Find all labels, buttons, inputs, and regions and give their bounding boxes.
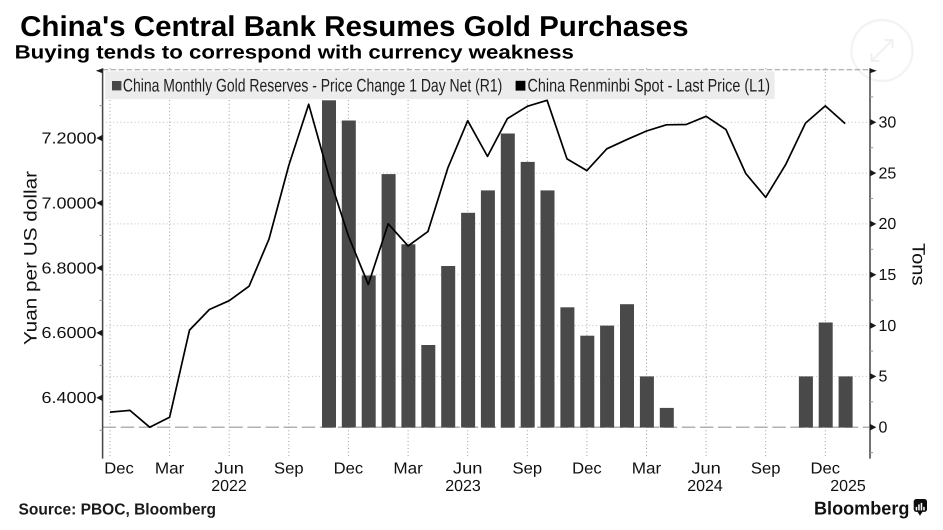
svg-text:Buying tends to correspond wit: Buying tends to correspond with currency… bbox=[15, 42, 574, 63]
svg-text:0: 0 bbox=[879, 420, 888, 437]
svg-text:Dec: Dec bbox=[334, 461, 364, 478]
svg-text:Dec: Dec bbox=[104, 461, 134, 478]
svg-text:30: 30 bbox=[879, 115, 897, 132]
svg-text:2022: 2022 bbox=[211, 478, 247, 495]
svg-text:Tons: Tons bbox=[909, 243, 929, 286]
svg-text:Mar: Mar bbox=[632, 461, 662, 478]
svg-text:6.4000: 6.4000 bbox=[42, 390, 97, 407]
svg-text:Yuan per US dollar: Yuan per US dollar bbox=[21, 171, 41, 345]
svg-text:7.0000: 7.0000 bbox=[42, 195, 97, 212]
svg-text:China Renminbi Spot - Last Pri: China Renminbi Spot - Last Price (L1) bbox=[528, 76, 771, 96]
svg-text:Sep: Sep bbox=[751, 461, 781, 478]
svg-text:7.2000: 7.2000 bbox=[42, 130, 97, 147]
svg-text:6.6000: 6.6000 bbox=[42, 325, 97, 342]
svg-text:25: 25 bbox=[879, 165, 897, 182]
svg-text:Mar: Mar bbox=[155, 461, 185, 478]
svg-text:20: 20 bbox=[879, 216, 897, 233]
svg-text:Bloomberg: Bloomberg bbox=[814, 497, 909, 518]
svg-text:China Monthly Gold Reserves -: China Monthly Gold Reserves - Price Chan… bbox=[123, 76, 502, 96]
svg-text:Jun: Jun bbox=[453, 461, 483, 478]
svg-text:Dec: Dec bbox=[811, 461, 841, 478]
svg-text:2024: 2024 bbox=[687, 478, 723, 495]
svg-text:Jun: Jun bbox=[691, 461, 721, 478]
svg-text:2025: 2025 bbox=[830, 478, 866, 495]
svg-text:6.8000: 6.8000 bbox=[42, 260, 97, 277]
svg-text:5: 5 bbox=[879, 369, 888, 386]
svg-text:Sep: Sep bbox=[513, 461, 543, 478]
svg-text:10: 10 bbox=[879, 318, 897, 335]
svg-text:2023: 2023 bbox=[445, 478, 481, 495]
svg-text:China's Central Bank Resumes G: China's Central Bank Resumes Gold Purcha… bbox=[20, 11, 688, 43]
svg-text:Mar: Mar bbox=[393, 461, 423, 478]
svg-text:Jun: Jun bbox=[214, 461, 244, 478]
svg-text:Dec: Dec bbox=[572, 461, 602, 478]
svg-text:15: 15 bbox=[879, 267, 897, 284]
svg-text:Sep: Sep bbox=[274, 461, 304, 478]
svg-text:Source: PBOC, Bloomberg: Source: PBOC, Bloomberg bbox=[19, 502, 217, 519]
